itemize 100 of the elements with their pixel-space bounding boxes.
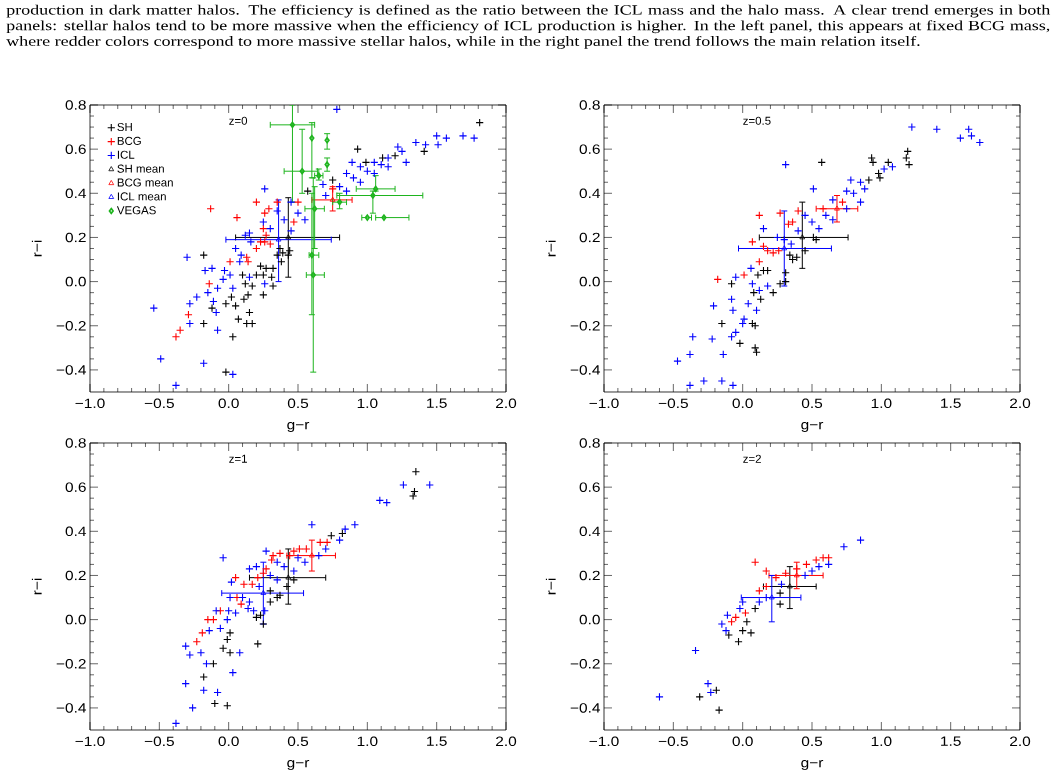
x-tick-label: 0.0 (732, 398, 753, 409)
x-tick-label: 1.5 (941, 736, 961, 746)
y-tick-label: −0.2 (570, 321, 600, 331)
y-axis-title: r−i (545, 240, 556, 257)
point (821, 211, 831, 220)
y-tick-label: 0.0 (65, 276, 86, 287)
x-tick-label: 1.5 (941, 398, 961, 408)
point (828, 195, 837, 205)
point (787, 239, 796, 249)
point (322, 538, 332, 547)
point (234, 314, 243, 324)
point (261, 231, 271, 240)
point (741, 608, 750, 618)
legend-label: SH (117, 122, 132, 132)
legend-label: ICL mean (117, 192, 166, 201)
point (243, 290, 253, 299)
point (295, 544, 304, 554)
x-tick-label: 2.0 (496, 736, 517, 747)
point (967, 131, 976, 141)
y-tick-label: 0.8 (65, 438, 86, 448)
y-tick-label: −0.4 (570, 703, 601, 713)
point (335, 535, 344, 545)
y-tick-label: 0.4 (579, 188, 601, 199)
point (245, 597, 254, 607)
point (902, 153, 911, 163)
point (181, 641, 190, 651)
x-tick-label: −0.5 (144, 736, 174, 747)
point (807, 566, 817, 576)
y-tick-label: 0.4 (65, 188, 87, 199)
point (755, 597, 764, 607)
point (321, 544, 330, 554)
y-tick-label: 0.0 (579, 276, 600, 287)
point (259, 270, 268, 280)
text: panels: stellar halos tend to be more massive when the efficiency of ICL production is higher. In the left panel, this appears at fixed BCG mass, (6, 20, 1050, 34)
point (198, 628, 207, 638)
y-axis-title: r−i (31, 578, 42, 595)
y-tick-label: 0.6 (579, 144, 600, 154)
point (399, 480, 408, 490)
point (746, 628, 756, 638)
x-tick-label: 1.0 (871, 736, 892, 747)
point (717, 376, 727, 386)
point (655, 692, 664, 702)
point (203, 615, 213, 624)
x-tick-label: 0.5 (801, 398, 823, 409)
point (243, 257, 253, 266)
point (875, 173, 885, 182)
point (714, 705, 724, 715)
point (289, 217, 298, 227)
point (728, 306, 738, 315)
x-tick-label: −1.0 (75, 398, 105, 409)
point (279, 562, 289, 571)
point (755, 586, 764, 596)
point (207, 303, 217, 313)
point (907, 122, 916, 132)
x-tick-label: 1.0 (357, 736, 378, 747)
point (238, 270, 247, 280)
point (350, 520, 360, 529)
point (390, 151, 400, 160)
point (763, 281, 772, 291)
point (221, 299, 231, 308)
point (793, 226, 803, 235)
point (818, 553, 828, 562)
point (303, 186, 312, 196)
point (673, 356, 682, 366)
point (252, 270, 261, 280)
x-tick-label: 2.0 (496, 398, 517, 409)
point (231, 301, 240, 311)
text: z=0 (229, 116, 248, 125)
point (800, 571, 810, 580)
point (411, 467, 421, 476)
text: z=0.5 (743, 116, 771, 125)
point (788, 217, 797, 227)
y-tick-label: −0.2 (570, 659, 600, 669)
point (846, 175, 855, 185)
y-tick-label: 0.2 (579, 232, 600, 243)
y-tick-label: 0.2 (65, 570, 86, 581)
point (695, 692, 704, 702)
point (199, 672, 208, 682)
y-tick-label: −0.4 (56, 365, 87, 375)
point (199, 250, 208, 260)
point (814, 562, 824, 571)
y-tick-label: −0.4 (570, 365, 601, 375)
x-tick-label: 2.0 (1010, 736, 1031, 747)
point (785, 250, 794, 260)
x-tick-label: 0.5 (801, 736, 823, 747)
point (775, 600, 785, 609)
point (239, 295, 249, 304)
legend-label: VEGAS (116, 206, 156, 215)
point (268, 281, 278, 291)
text: production in dark matter halos. The efficiency is defined as the ratio between the ICL mass and the halo mass. A clear trend emerges in both (6, 4, 1051, 18)
point (728, 381, 738, 390)
point (800, 211, 810, 220)
x-axis-title: g−r (801, 422, 824, 433)
y-tick-label: −0.2 (56, 659, 86, 669)
legend-label: BCG (117, 136, 141, 145)
point (218, 553, 228, 562)
y-tick-label: 0.0 (65, 614, 86, 625)
point (739, 314, 749, 324)
point (753, 270, 763, 280)
x-tick-label: 0.0 (218, 398, 239, 409)
